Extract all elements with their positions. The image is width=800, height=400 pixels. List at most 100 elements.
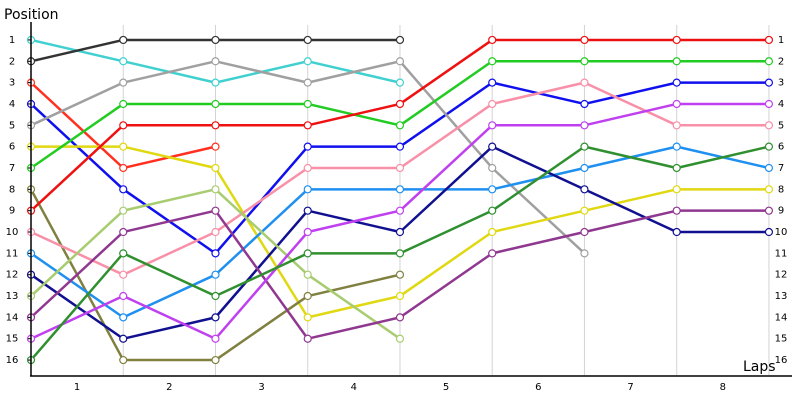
- y-tick-label: 4: [9, 99, 15, 110]
- point: [672, 142, 681, 151]
- point: [764, 185, 774, 194]
- point: [211, 270, 220, 279]
- point: [764, 206, 774, 215]
- point: [764, 121, 774, 130]
- point: [119, 355, 128, 365]
- point: [211, 78, 220, 87]
- point: [211, 334, 220, 343]
- y-tick-label-right: 7: [778, 163, 784, 174]
- point: [119, 121, 128, 130]
- y-tick-label-right: 5: [778, 120, 784, 131]
- point: [395, 291, 405, 301]
- point: [303, 99, 312, 109]
- point: [580, 78, 589, 87]
- y-tick-label: 16: [6, 355, 19, 366]
- point: [672, 206, 681, 215]
- point: [211, 57, 220, 66]
- point: [211, 35, 220, 45]
- point: [303, 227, 312, 237]
- point: [303, 270, 312, 279]
- point: [303, 57, 312, 66]
- point: [303, 142, 312, 151]
- x-tick-label: 7: [627, 382, 633, 393]
- point: [580, 142, 589, 151]
- y-tick-label: 2: [9, 56, 15, 67]
- point: [395, 206, 405, 215]
- point: [580, 185, 589, 194]
- point: [764, 99, 774, 109]
- y-tick-label-right: 13: [775, 291, 788, 302]
- y-tick-label-right: 3: [778, 78, 784, 89]
- x-tick-label: 1: [74, 382, 80, 393]
- point: [395, 163, 405, 173]
- y-tick-label-right: 16: [775, 355, 788, 366]
- y-tick-label: 7: [9, 163, 15, 174]
- y-axis-label: Position: [4, 7, 59, 23]
- point: [211, 185, 220, 194]
- y-tick-label-right: 15: [775, 334, 788, 345]
- y-tick-label: 11: [6, 248, 19, 259]
- lines: [26, 35, 774, 365]
- point: [211, 249, 220, 258]
- point: [488, 227, 497, 237]
- point: [303, 313, 312, 322]
- point: [672, 185, 681, 194]
- point: [211, 291, 220, 301]
- point: [119, 57, 128, 66]
- point: [488, 249, 497, 258]
- y-tick-label: 6: [9, 142, 15, 153]
- point: [764, 163, 774, 173]
- y-tick-label-right: 12: [775, 270, 788, 281]
- point: [119, 78, 128, 87]
- y-tick-label: 13: [6, 291, 19, 302]
- y-tick-label-right: 2: [778, 56, 784, 67]
- point: [119, 270, 128, 279]
- point: [395, 334, 405, 343]
- point: [303, 121, 312, 130]
- point: [488, 99, 497, 109]
- y-tick-label: 3: [9, 78, 15, 89]
- point: [211, 227, 220, 237]
- y-tick-label: 10: [6, 227, 19, 238]
- x-tick-label: 4: [351, 382, 357, 393]
- point: [764, 78, 774, 87]
- y-tick-label: 12: [6, 270, 19, 281]
- point: [672, 99, 681, 109]
- point: [580, 227, 589, 237]
- point: [119, 313, 128, 322]
- point: [395, 313, 405, 322]
- point: [488, 35, 497, 45]
- y-tick-label-right: 14: [775, 312, 788, 323]
- point: [119, 99, 128, 109]
- point: [672, 227, 681, 237]
- x-tick-label: 3: [258, 382, 264, 393]
- y-tick-label-right: 8: [778, 184, 784, 195]
- x-axis-label: Laps: [743, 359, 776, 375]
- point: [672, 121, 681, 130]
- point: [580, 206, 589, 215]
- point: [303, 35, 312, 45]
- point: [764, 35, 774, 45]
- point: [395, 57, 405, 66]
- point: [395, 78, 405, 87]
- point: [119, 206, 128, 215]
- point: [395, 99, 405, 109]
- y-tick-label: 14: [6, 312, 19, 323]
- point: [580, 99, 589, 109]
- point: [395, 185, 405, 194]
- point: [672, 35, 681, 45]
- point: [764, 142, 774, 151]
- point: [488, 185, 497, 194]
- point: [580, 163, 589, 173]
- point: [303, 249, 312, 258]
- y-tick-label-right: 10: [775, 227, 788, 238]
- point: [395, 35, 405, 45]
- x-tick-label: 2: [166, 382, 172, 393]
- y-tick-label: 15: [6, 334, 19, 345]
- point: [119, 185, 128, 194]
- y-tick-label-right: 9: [778, 206, 784, 217]
- point: [119, 163, 128, 173]
- y-tick-label-right: 11: [775, 248, 788, 259]
